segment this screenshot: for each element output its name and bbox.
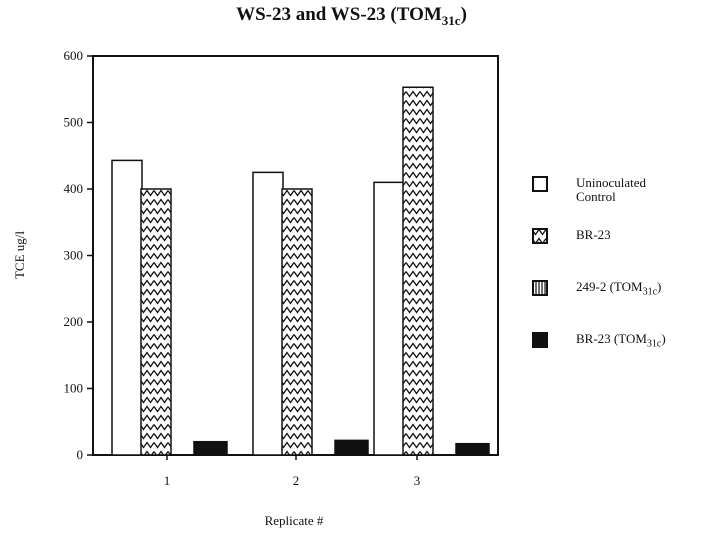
y-tick-label: 100 — [64, 381, 84, 396]
bar-zigzag — [140, 188, 172, 456]
y-tick-label: 0 — [77, 447, 84, 462]
legend-item-br-23-tom31c: BR-23 (TOM31c) — [528, 328, 703, 380]
x-tick-label: 2 — [293, 473, 300, 488]
y-tick-label: 400 — [64, 181, 84, 196]
bar-solid — [334, 439, 369, 456]
y-tick-label: 200 — [64, 314, 84, 329]
legend-item-uninoculated-control: Uninoculated Control — [528, 172, 703, 224]
bar-solid — [193, 440, 228, 456]
bar-blank — [252, 171, 284, 456]
bar-zigzag — [402, 86, 434, 456]
bar-blank — [373, 181, 405, 456]
x-tick-label: 3 — [414, 473, 421, 488]
x-axis-label: Replicate # — [265, 513, 324, 528]
legend-label: BR-23 — [576, 227, 611, 242]
legend-swatch-solid — [532, 332, 548, 348]
chart-title: WS-23 and WS-23 (TOM31c) — [236, 4, 467, 28]
bar-blank — [111, 159, 143, 456]
bar-solid — [455, 442, 490, 456]
legend: Uninoculated Control BR-23 249-2 (TOM31c)… — [528, 172, 703, 380]
legend-label: BR-23 (TOM31c) — [576, 331, 666, 350]
x-tick-label: 1 — [164, 473, 171, 488]
legend-label: 249-2 (TOM31c) — [576, 279, 662, 298]
bar-zigzag — [281, 188, 313, 456]
legend-item-br-23: BR-23 — [528, 224, 703, 276]
legend-swatch-vertical-lines — [532, 280, 548, 296]
y-tick-label: 600 — [64, 48, 84, 63]
y-axis-label: TCE ug/l — [12, 231, 27, 279]
y-tick-label: 300 — [64, 248, 84, 263]
y-tick-label: 500 — [64, 115, 84, 130]
legend-item-249-2-tom31c: 249-2 (TOM31c) — [528, 276, 703, 328]
legend-label: Uninoculated Control — [576, 175, 647, 204]
legend-swatch-zigzag — [532, 228, 548, 244]
legend-swatch-blank — [532, 176, 548, 192]
